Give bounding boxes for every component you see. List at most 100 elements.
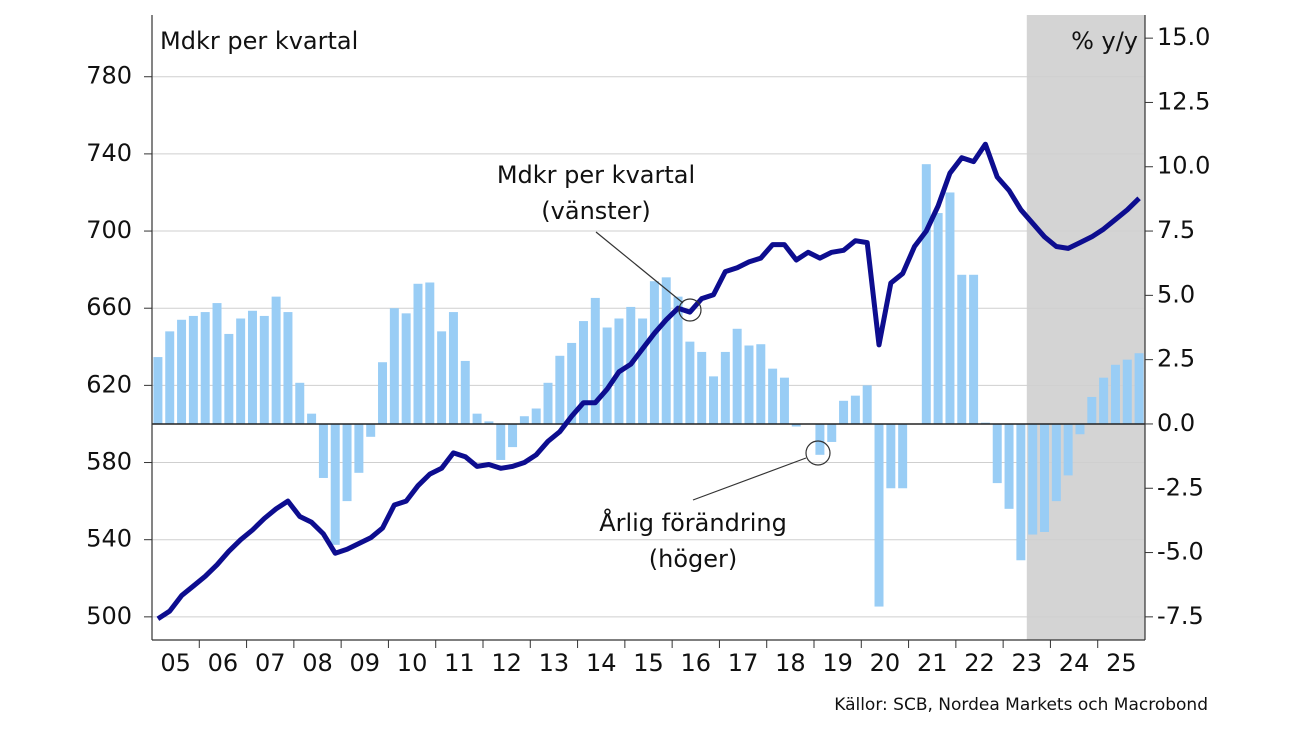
y2-tick-label: 2.5	[1157, 345, 1195, 373]
bar	[1110, 364, 1120, 424]
bar	[827, 423, 837, 442]
bar	[720, 351, 730, 424]
annotation: Mdkr per kvartal	[497, 161, 695, 189]
bar	[862, 385, 872, 424]
bar	[531, 408, 541, 424]
x-tick-label: 07	[255, 649, 286, 677]
source: Källor: SCB, Nordea Markets och Macrobon…	[834, 695, 1208, 715]
x-tick-label: 14	[586, 649, 617, 677]
bar	[330, 423, 340, 545]
y-tick-label: 540	[86, 525, 132, 553]
bar	[697, 351, 707, 424]
x-tick-label: 12	[491, 649, 522, 677]
bar	[259, 315, 269, 424]
bar	[236, 318, 246, 424]
y2-axis-label: % y/y	[1071, 27, 1138, 55]
bar	[307, 413, 317, 424]
bar	[673, 296, 683, 424]
y2-tick-label: 10.0	[1157, 152, 1210, 180]
bar	[508, 423, 518, 448]
bar	[1134, 353, 1144, 424]
bar	[153, 357, 163, 424]
bar	[425, 282, 435, 424]
x-tick-label: 08	[302, 649, 333, 677]
y2-tick-label: 0.0	[1157, 409, 1195, 437]
y2-tick-label: 12.5	[1157, 87, 1210, 115]
bar	[567, 342, 577, 424]
bar	[460, 360, 470, 424]
x-tick-label: 20	[870, 649, 901, 677]
bar	[898, 423, 908, 489]
bar	[945, 192, 955, 424]
bar	[448, 312, 458, 424]
bar	[744, 345, 754, 424]
annotation-pointer	[692, 457, 807, 501]
bar	[957, 274, 967, 424]
forecast-shade	[1026, 15, 1145, 640]
x-tick-label: 17	[728, 649, 759, 677]
y2-tick-label: 15.0	[1157, 23, 1210, 51]
x-tick-label: 13	[539, 649, 570, 677]
y2-tick-label: -7.5	[1157, 602, 1204, 630]
bar	[247, 310, 257, 424]
bar	[496, 423, 506, 460]
bar	[212, 303, 222, 424]
annotation-pointer	[595, 231, 684, 304]
x-tick-label: 21	[917, 649, 948, 677]
y-axis-label: Mdkr per kvartal	[160, 27, 358, 55]
bar	[283, 312, 293, 424]
bar	[791, 423, 801, 427]
y-tick-label: 620	[86, 370, 132, 398]
bar	[354, 423, 364, 473]
bar	[874, 423, 884, 607]
bar	[543, 382, 553, 424]
bar	[1075, 423, 1085, 435]
bar	[378, 362, 388, 424]
bar	[401, 313, 411, 424]
y-tick-label: 660	[86, 293, 132, 321]
annotation: Årlig förändring	[599, 508, 787, 537]
annotation: (vänster)	[541, 197, 650, 225]
bar	[271, 296, 281, 424]
bar	[649, 281, 659, 424]
bar	[578, 321, 588, 424]
x-tick-label: 15	[633, 649, 664, 677]
x-tick-label: 11	[444, 649, 475, 677]
x-tick-label: 10	[397, 649, 428, 677]
bar	[992, 423, 1002, 484]
y-tick-label: 580	[86, 448, 132, 476]
bar	[921, 164, 931, 424]
bar	[472, 413, 482, 424]
bar	[165, 331, 175, 424]
bar	[177, 319, 187, 424]
bar	[437, 331, 447, 424]
bar	[484, 421, 494, 424]
bar	[1004, 423, 1014, 509]
bar	[768, 368, 778, 424]
y2-tick-label: 5.0	[1157, 280, 1195, 308]
bar	[1040, 423, 1050, 532]
bar	[685, 341, 695, 424]
bar	[590, 297, 600, 424]
y2-tick-label: -5.0	[1157, 538, 1204, 566]
bar	[555, 355, 565, 424]
bar	[850, 395, 860, 424]
x-tick-label: 06	[208, 649, 239, 677]
y-tick-label: 500	[86, 602, 132, 630]
bar	[1122, 359, 1132, 424]
bar	[815, 423, 825, 455]
bar	[389, 308, 399, 424]
background-layer	[144, 15, 1153, 648]
bar	[1087, 396, 1097, 424]
x-tick-label: 22	[964, 649, 995, 677]
bar	[933, 213, 943, 424]
bar	[732, 328, 742, 424]
x-tick-label: 18	[775, 649, 806, 677]
bar	[200, 312, 210, 424]
annotation-circle	[678, 298, 702, 322]
x-tick-label: 19	[822, 649, 853, 677]
y-tick-label: 740	[86, 139, 132, 167]
bar	[602, 327, 612, 424]
main-layer: 500 540 580 620 660 700 740 780 -7.5 -5.0 -2.5 0.0 2…	[86, 15, 1210, 677]
